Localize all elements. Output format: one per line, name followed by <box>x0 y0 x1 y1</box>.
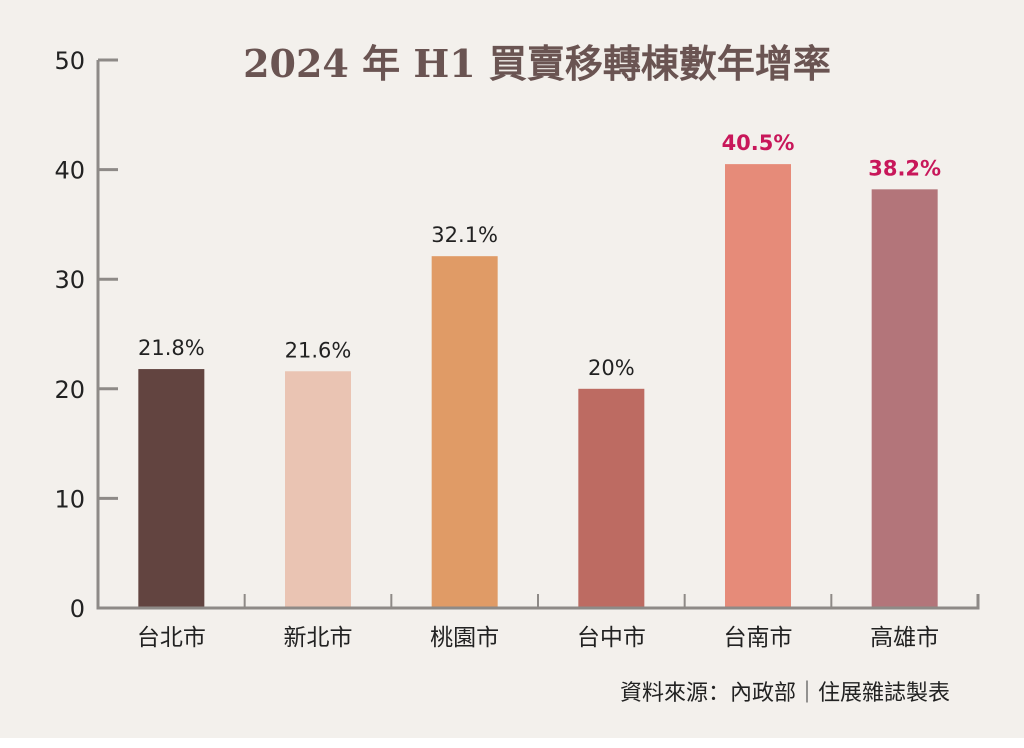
data-label: 21.8% <box>138 336 205 360</box>
y-tick-labels: 0 10 20 30 40 50 <box>54 47 85 623</box>
y-tick-label: 50 <box>54 47 85 75</box>
x-tick-labels: 台北市 新北市 桃園市 台中市 台南市 高雄市 <box>137 625 939 651</box>
data-labels: 21.8% 21.6% 32.1% 20% 40.5% 38.2% <box>138 131 941 380</box>
bar-1 <box>138 369 205 607</box>
source-note: 資料來源：內政部｜住展雜誌製表 <box>620 681 950 706</box>
y-tick-label: 20 <box>54 376 85 404</box>
y-tick-label: 40 <box>54 157 85 185</box>
axes <box>96 58 980 610</box>
x-tick-label: 高雄市 <box>870 625 939 651</box>
bar-6 <box>871 189 938 607</box>
bar-3 <box>431 256 498 607</box>
y-tick-label: 30 <box>54 266 85 294</box>
x-tick-label: 台中市 <box>577 625 646 651</box>
x-tick-label: 台南市 <box>724 625 793 651</box>
bar-5 <box>725 164 791 607</box>
chart-title: 2024 年 H1 買賣移轉棟數年增率 <box>243 41 831 86</box>
x-tick-label: 新北市 <box>284 625 353 651</box>
data-label: 40.5% <box>722 131 795 155</box>
bar-2 <box>285 371 351 607</box>
data-label: 32.1% <box>431 223 498 247</box>
x-tick-label: 桃園市 <box>430 625 499 651</box>
y-tick-label: 0 <box>70 595 85 623</box>
data-label: 20% <box>588 356 635 380</box>
data-label: 21.6% <box>285 338 352 362</box>
bars <box>138 164 938 607</box>
y-tick-label: 10 <box>54 485 85 513</box>
x-tick-label: 台北市 <box>137 625 206 651</box>
bar-4 <box>578 388 645 607</box>
data-label: 38.2% <box>868 156 941 180</box>
